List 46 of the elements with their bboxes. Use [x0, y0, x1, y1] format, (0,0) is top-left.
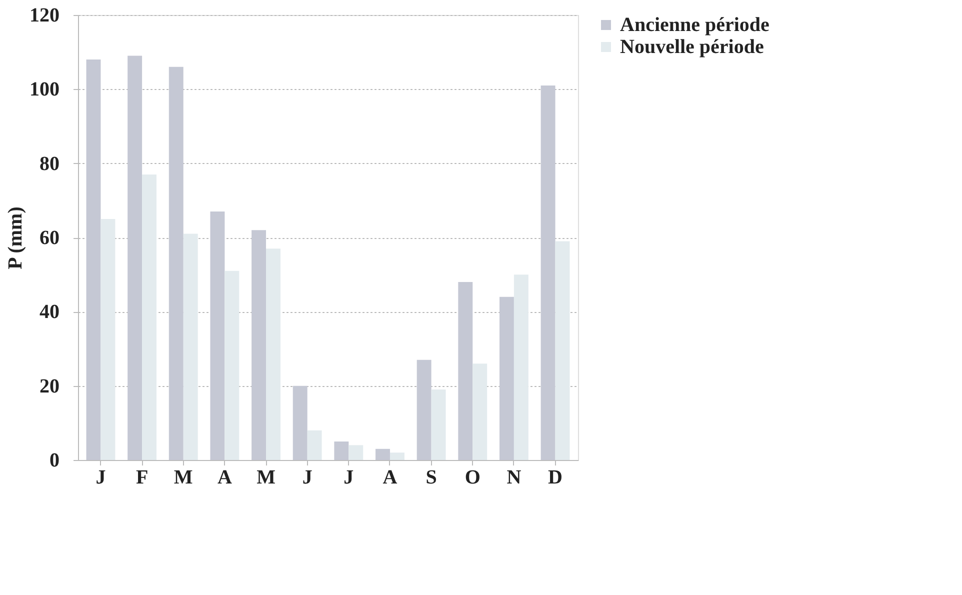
bar — [334, 441, 349, 460]
bar — [183, 234, 198, 460]
x-tick-label: M — [174, 466, 193, 488]
x-tick-label: O — [464, 466, 480, 488]
x-tick-label: J — [302, 466, 312, 488]
bar — [416, 360, 432, 460]
bar — [86, 60, 101, 460]
y-tick-label: 100 — [30, 78, 60, 101]
y-axis-title: P (mm) — [4, 206, 26, 270]
x-tick-label: J — [96, 466, 106, 488]
bar — [266, 248, 280, 460]
y-tick-label: 60 — [40, 227, 60, 249]
bar — [540, 85, 556, 460]
legend-label: Nouvelle période — [620, 36, 764, 58]
bar — [210, 212, 225, 460]
bar — [292, 386, 308, 460]
bar — [128, 56, 142, 460]
bar — [431, 390, 446, 460]
bar — [555, 241, 570, 460]
bar — [514, 274, 528, 460]
bar — [458, 282, 473, 460]
bar — [376, 448, 390, 460]
y-tick-label: 0 — [50, 450, 60, 472]
x-tick-label: D — [548, 466, 562, 488]
bar — [100, 218, 116, 460]
x-tick-label: A — [382, 466, 398, 488]
y-tick-label: 20 — [40, 375, 60, 398]
y-tick-label: 120 — [30, 4, 60, 26]
legend-label: Ancienne période — [620, 14, 770, 36]
x-tick-label: A — [217, 466, 232, 488]
x-tick-label: M — [256, 466, 276, 488]
x-tick-label: S — [426, 466, 437, 488]
x-tick-label: J — [344, 466, 354, 488]
x-tick-label: N — [506, 466, 522, 488]
bar — [307, 430, 322, 460]
bar — [499, 296, 514, 460]
bar — [224, 270, 240, 460]
bar — [390, 452, 404, 460]
bar — [252, 230, 266, 460]
bar — [142, 174, 157, 460]
y-tick-label: 40 — [40, 301, 60, 324]
bar — [472, 364, 488, 460]
bar — [168, 66, 184, 460]
y-tick-label: 80 — [40, 152, 60, 175]
x-tick-label: F — [136, 466, 148, 488]
bar — [348, 445, 364, 460]
